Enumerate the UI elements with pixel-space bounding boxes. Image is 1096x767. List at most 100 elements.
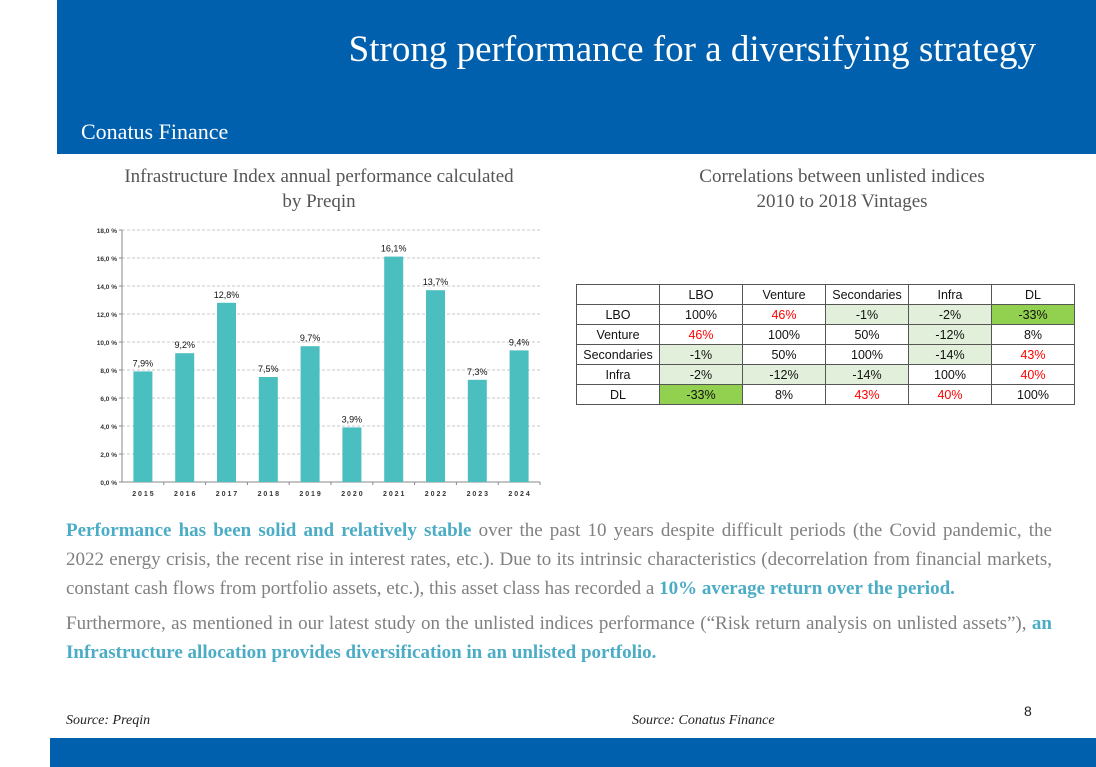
bar [342, 427, 362, 482]
source-note-right: Source: Conatus Finance [632, 713, 775, 728]
table-row: DL -33% 8% 43% 40% 100% [576, 384, 1075, 405]
table-cell: -12% [742, 364, 826, 385]
col-header: Secondaries [825, 284, 909, 305]
data-label: 3,9% [342, 414, 363, 424]
table-cell: 100% [908, 364, 992, 385]
table-cell: -33% [659, 384, 743, 405]
table-cell: -1% [659, 344, 743, 365]
data-label: 7,9% [133, 358, 154, 368]
col-header: Venture [742, 284, 826, 305]
y-tick-label: 6,0 % [100, 396, 117, 403]
data-label: 16,1% [381, 244, 407, 254]
table-header-row: LBO Venture Secondaries Infra DL [576, 284, 1075, 305]
col-header: DL [991, 284, 1075, 305]
table-title-line1: Correlations between unlisted indices [699, 166, 985, 187]
table-cell: -33% [991, 304, 1075, 325]
body-span: Furthermore, as mentioned in our latest … [66, 613, 1032, 634]
y-tick-label: 4,0 % [100, 424, 117, 431]
table-cell: 100% [659, 304, 743, 325]
row-header: Secondaries [576, 344, 660, 365]
table-cell: 8% [991, 324, 1075, 345]
x-tick-label: 2 0 1 8 [258, 491, 280, 498]
col-header: Infra [908, 284, 992, 305]
page-title: Strong performance for a diversifying st… [348, 29, 1036, 70]
highlight-text: Performance has been solid and relativel… [66, 520, 472, 541]
table-cell: 40% [991, 364, 1075, 385]
table-cell: 46% [742, 304, 826, 325]
table-row: LBO 100% 46% -1% -2% -33% [576, 304, 1075, 325]
data-label: 13,7% [423, 277, 449, 287]
bar [384, 256, 404, 482]
y-tick-label: 2,0 % [100, 452, 117, 459]
chart-title-line1: Infrastructure Index annual performance … [124, 166, 514, 187]
row-header: Venture [576, 324, 660, 345]
row-header: DL [576, 384, 660, 405]
bar [509, 350, 529, 482]
table-cell: 100% [742, 324, 826, 345]
table-cell: 46% [659, 324, 743, 345]
body-text: Performance has been solid and relativel… [66, 516, 1052, 673]
correlation-table: LBO Venture Secondaries Infra DL LBO 100%… [576, 284, 1075, 405]
x-tick-label: 2 0 1 9 [299, 491, 321, 498]
highlight-text: 10% average return over the period. [659, 578, 955, 599]
table-cell: -12% [908, 324, 992, 345]
table-cell: 43% [991, 344, 1075, 365]
bar [426, 290, 445, 482]
chart-title: Infrastructure Index annual performance … [88, 164, 550, 214]
x-tick-label: 2 0 1 5 [132, 491, 154, 498]
page-number: 8 [1024, 703, 1032, 719]
footer-band [50, 738, 1096, 767]
data-label: 7,5% [258, 364, 279, 374]
data-label: 9,7% [300, 333, 321, 343]
paragraph-1: Performance has been solid and relativel… [66, 516, 1052, 603]
header-band: Strong performance for a diversifying st… [57, 0, 1096, 154]
table-cell: 100% [991, 384, 1075, 405]
x-tick-label: 2 0 2 2 [425, 491, 447, 498]
table-title: Correlations between unlisted indices 20… [610, 164, 1074, 214]
table-cell: -2% [659, 364, 743, 385]
brand-name: Conatus Finance [81, 119, 229, 144]
table-row: Secondaries -1% 50% 100% -14% 43% [576, 344, 1075, 365]
data-label: 9,4% [509, 337, 530, 347]
row-header: LBO [576, 304, 660, 325]
table-cell: -14% [908, 344, 992, 365]
table-title-line2: 2010 to 2018 Vintages [756, 191, 928, 212]
y-tick-label: 18,0 % [97, 228, 117, 235]
table-cell: 100% [825, 344, 909, 365]
table-cell: 50% [825, 324, 909, 345]
performance-bar-chart: 0,0 % 2,0 % 4,0 % 6,0 % 8,0 % 10,0 % 12,0 % 14,… [80, 222, 550, 509]
y-tick-label: 10,0 % [97, 340, 117, 347]
bar [133, 371, 153, 482]
bar [467, 379, 487, 482]
col-header: LBO [659, 284, 743, 305]
table-body: LBO 100% 46% -1% -2% -33% Venture 46% 100% 50% -12… [576, 304, 1075, 405]
y-tick-label: 12,0 % [97, 312, 117, 319]
x-tick-label: 2 0 1 7 [216, 491, 238, 498]
y-tick-label: 16,0 % [97, 256, 117, 263]
bar [258, 377, 278, 482]
chart-title-line2: by Preqin [282, 191, 356, 212]
table-cell: 50% [742, 344, 826, 365]
x-tick-label: 2 0 2 0 [341, 491, 363, 498]
y-tick-label: 14,0 % [97, 284, 117, 291]
body-span: over the past 10 years despite difficult… [66, 520, 1052, 599]
table-row: Infra -2% -12% -14% 100% 40% [576, 364, 1075, 385]
row-header: Infra [576, 364, 660, 385]
table-cell: 8% [742, 384, 826, 405]
y-tick-label: 8,0 % [100, 368, 117, 375]
table-cell: 40% [908, 384, 992, 405]
paragraph-2: Furthermore, as mentioned in our latest … [66, 609, 1052, 667]
chart-svg: 0,0 % 2,0 % 4,0 % 6,0 % 8,0 % 10,0 % 12,0 % 14,… [97, 228, 541, 498]
table-cell: 43% [825, 384, 909, 405]
data-label: 9,2% [174, 340, 195, 350]
x-tick-label: 2 0 1 6 [174, 491, 196, 498]
x-tick-label: 2 0 2 3 [467, 491, 489, 498]
y-tick-label: 0,0 % [100, 480, 117, 487]
table-corner-cell [576, 284, 660, 305]
source-note-left: Source: Preqin [66, 713, 151, 728]
data-label: 7,3% [467, 367, 488, 377]
table-cell: -2% [908, 304, 992, 325]
bar [300, 346, 320, 482]
bar [175, 353, 195, 482]
x-tick-label: 2 0 2 1 [383, 491, 405, 498]
